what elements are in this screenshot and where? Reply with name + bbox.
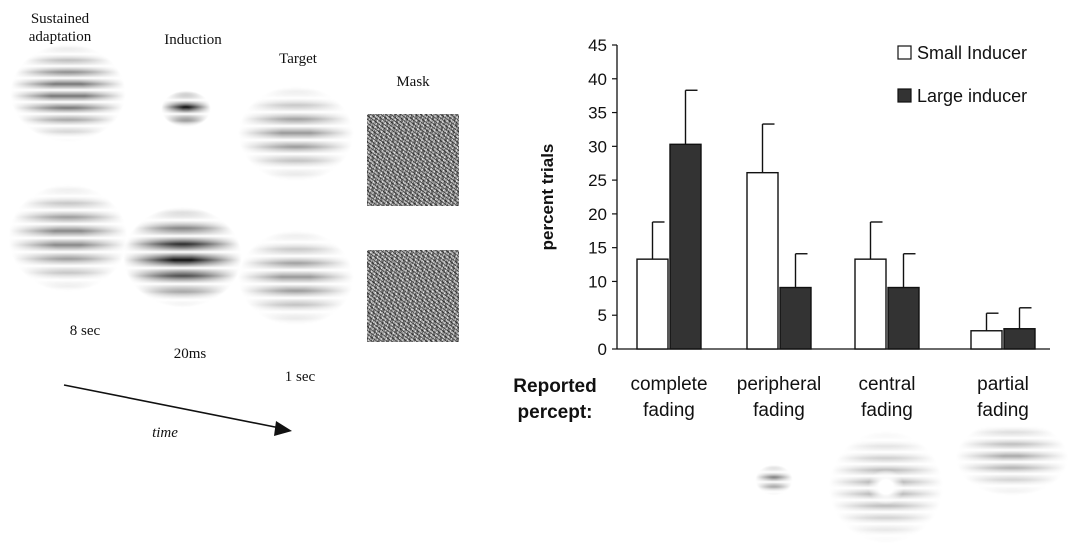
category-label: peripheral xyxy=(737,374,822,395)
legend-swatch-small xyxy=(898,46,911,59)
category-label: fading xyxy=(861,400,913,421)
y-tick-label: 15 xyxy=(588,239,607,258)
legend-label-large: Large inducer xyxy=(917,86,1027,106)
category-label: partial xyxy=(977,374,1029,395)
y-tick-label: 5 xyxy=(598,306,607,325)
x-axis-label-line1: Reported xyxy=(513,376,596,397)
legend-label-small: Small Inducer xyxy=(917,43,1027,63)
category-label: fading xyxy=(643,400,695,421)
bar-small-inducer xyxy=(971,331,1002,349)
category-label: central xyxy=(858,374,915,395)
bar-small-inducer xyxy=(747,173,778,349)
bar-small-inducer xyxy=(855,259,886,349)
x-axis-label-line2: percept: xyxy=(518,402,593,423)
category-label: fading xyxy=(977,400,1029,421)
y-tick-label: 0 xyxy=(598,340,607,359)
bar-large-inducer xyxy=(1004,329,1035,349)
y-tick-label: 25 xyxy=(588,171,607,190)
y-tick-label: 10 xyxy=(588,272,607,291)
y-tick-label: 40 xyxy=(588,70,607,89)
y-tick-label: 30 xyxy=(588,137,607,156)
y-axis-label: percent trials xyxy=(538,144,557,251)
legend-swatch-large xyxy=(898,89,911,102)
bar-large-inducer xyxy=(888,288,919,349)
bar-large-inducer xyxy=(670,144,701,349)
y-tick-label: 45 xyxy=(588,36,607,55)
bar-small-inducer xyxy=(637,259,668,349)
category-label: fading xyxy=(753,400,805,421)
y-tick-label: 35 xyxy=(588,104,607,123)
y-tick-label: 20 xyxy=(588,205,607,224)
bar-large-inducer xyxy=(780,288,811,349)
category-label: complete xyxy=(630,374,707,395)
legend: Small Inducer Large inducer xyxy=(898,43,1027,106)
